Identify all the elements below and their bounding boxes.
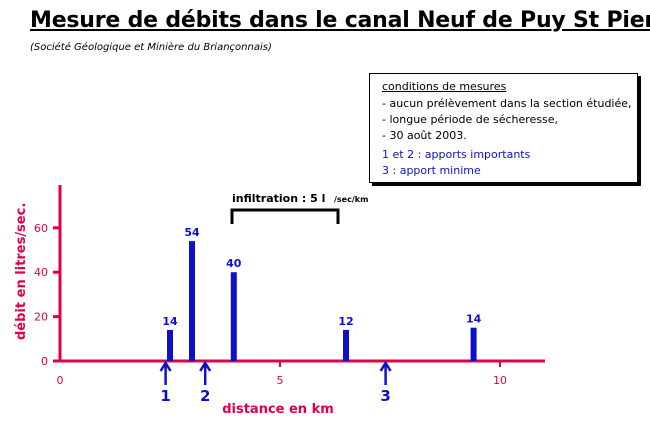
conditions-line: - longue période de sécheresse, <box>382 113 559 126</box>
conditions-line: - aucun prélèvement dans la section étud… <box>382 97 632 110</box>
data-bar <box>189 241 195 361</box>
infiltration-unit: /sec/km <box>334 195 368 204</box>
infiltration-bracket: infiltration : 5 l/sec/km <box>230 192 368 224</box>
marker-arrow-head <box>199 360 212 372</box>
y-tick-label: 40 <box>34 266 48 279</box>
data-label: 12 <box>338 315 353 328</box>
marker-label: 1 <box>160 387 170 405</box>
data-label: 54 <box>184 226 200 239</box>
data-bar <box>230 272 237 361</box>
y-tick-label: 20 <box>34 311 48 324</box>
conditions-line: - 30 août 2003. <box>382 129 467 142</box>
y-tick-label: 60 <box>34 222 48 235</box>
data-label: 14 <box>466 313 482 326</box>
data-bar <box>470 327 477 361</box>
y-axis-label: débit en litres/sec. <box>14 203 29 340</box>
y-tick-label: 0 <box>41 355 48 368</box>
infiltration-label: infiltration : 5 l <box>232 192 325 205</box>
marker-label: 3 <box>380 387 390 405</box>
data-bar <box>167 329 173 361</box>
page-subtitle: (Société Géologique et Minière du Brianç… <box>30 42 272 53</box>
conditions-title: conditions de mesures <box>382 80 507 93</box>
conditions-note: 3 : apport minime <box>382 164 481 177</box>
marker-arrow-head <box>379 360 392 372</box>
page-title: Mesure de débits dans le canal Neuf de P… <box>30 8 650 33</box>
chart-bars: 14 54 40 12 14 <box>162 226 482 361</box>
conditions-box: conditions de mesures - aucun prélèvemen… <box>369 73 638 183</box>
data-label: 40 <box>226 257 242 270</box>
infiltration-bracket-line <box>230 208 340 224</box>
chart-axes: 0 20 40 60 0 5 10 <box>34 185 545 387</box>
chart-markers: 1 2 3 <box>159 360 392 405</box>
x-tick-label: 0 <box>57 374 64 387</box>
conditions-note: 1 et 2 : apports importants <box>382 148 531 161</box>
x-tick-label: 5 <box>277 374 284 387</box>
data-label: 14 <box>162 315 178 328</box>
x-axis-label: distance en km <box>222 402 334 417</box>
marker-label: 2 <box>200 387 210 405</box>
marker-arrow-head <box>159 360 172 372</box>
data-bar <box>343 329 349 361</box>
x-tick-label: 10 <box>493 374 507 387</box>
